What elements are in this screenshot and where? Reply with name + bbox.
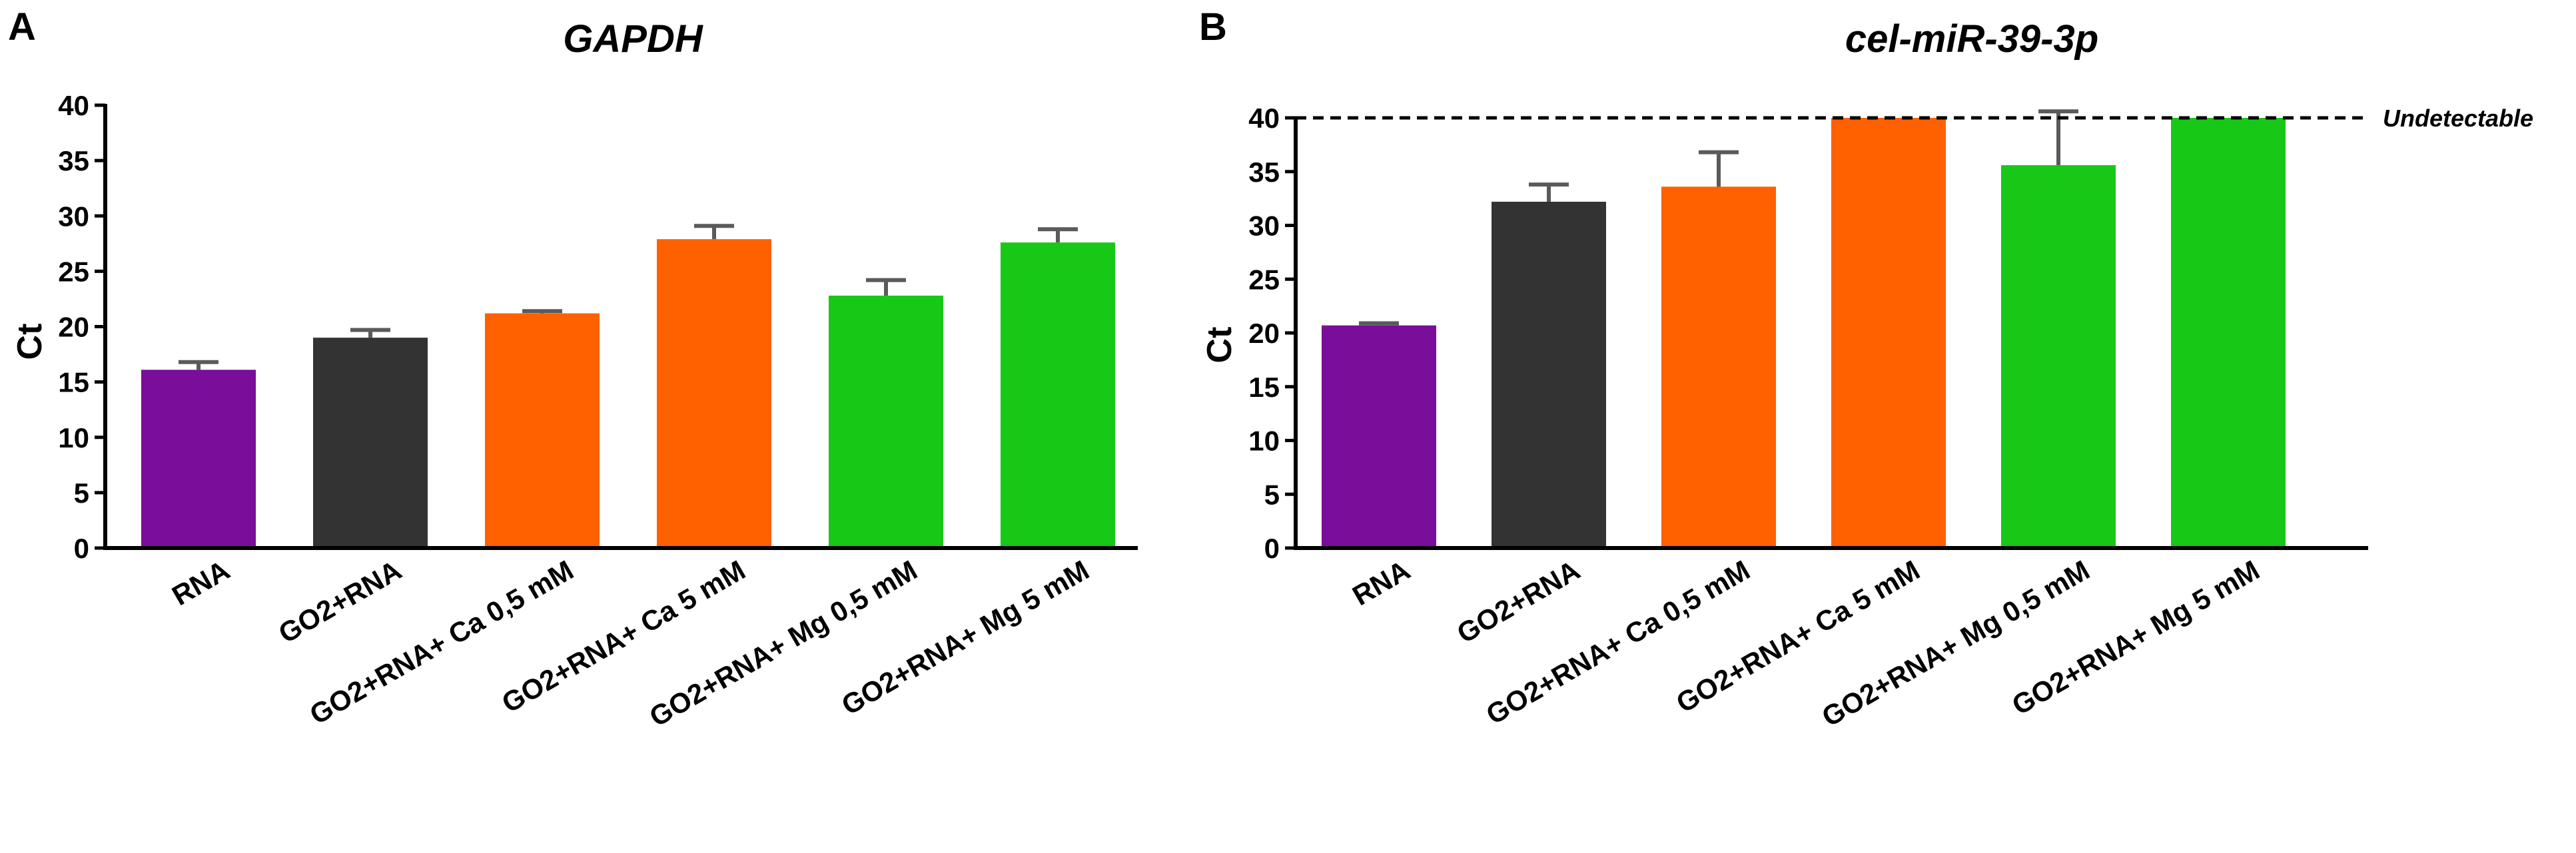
panel-b-y-tick-label: 35 [1248,156,1280,188]
panel-b-bar [1831,118,1946,548]
panel-b-bar [2171,118,2286,548]
panel-b-bar [1322,325,1436,548]
panel-a-bar [313,338,428,548]
panel-b-chart: B cel-miR-39-3p Ct 0 5 10 15 20 25 30 35 40 Unde… [1199,5,2533,732]
panel-b-y-tick-label: 0 [1264,533,1280,564]
panel-a-chart: A GAPDH Ct 0 5 10 15 20 25 30 35 40 RNA GO2+RNA GO… [8,5,1138,732]
panel-b-y-tick-label: 15 [1248,372,1280,403]
panel-b-y-tick-label: 25 [1248,264,1280,295]
panel-a-y-tick-label: 20 [58,312,89,343]
panel-a-y-tick-label: 10 [58,422,89,453]
panel-b-bar [1661,186,1776,548]
panel-b-bar [2001,165,2116,548]
panel-a-bar [1001,242,1115,548]
panel-b-x-tick-label: RNA [1347,554,1415,611]
panel-a-x-tick-label: GO2+RNA [273,554,406,649]
panel-a-bar [141,370,256,548]
panel-a-y-tick-label: 25 [58,256,89,287]
panel-b-y-tick-label: 40 [1248,103,1280,134]
panel-a-bar [657,239,771,548]
panel-a-y-tick-label: 40 [58,90,89,121]
panel-letter-a: A [8,5,36,49]
panel-b-x-tick-label: GO2+RNA [1452,554,1585,649]
panel-a-x-tick-label: RNA [167,554,234,611]
panel-b-x-tick-label: GO2+RNA+ Ca 0,5 mM [1481,554,1755,730]
panel-a-y-tick-label: 30 [58,200,89,232]
panel-b-y-tick-label: 20 [1248,318,1280,349]
panel-a-bar [485,313,600,548]
panel-a-y-tick-label: 5 [74,477,89,509]
panel-b-y-tick-label: 30 [1248,210,1280,242]
panel-a-y-tick-label: 15 [58,367,89,398]
panel-a-y-axis-label: Ct [11,324,49,360]
panel-a-y-tick-label: 0 [74,533,89,564]
panel-b-y-tick-label: 5 [1264,479,1280,510]
panel-a-x-tick-label: GO2+RNA+ Mg 0,5 mM [644,554,923,732]
panel-b-x-tick-label: GO2+RNA+ Mg 0,5 mM [1817,554,2095,732]
panel-b-y-axis-label: Ct [1200,327,1239,364]
panel-a-bar [829,295,943,548]
panel-b-bar [1492,201,1606,549]
panel-a-y-tick-label: 35 [58,145,89,176]
panel-b-title: cel-miR-39-3p [1845,17,2098,61]
panel-letter-b: B [1199,5,1227,49]
panel-b-y-tick-label: 10 [1248,426,1280,457]
panel-a-title: GAPDH [563,17,703,61]
panel-b-undetectable-label: Undetectable [2383,105,2533,132]
